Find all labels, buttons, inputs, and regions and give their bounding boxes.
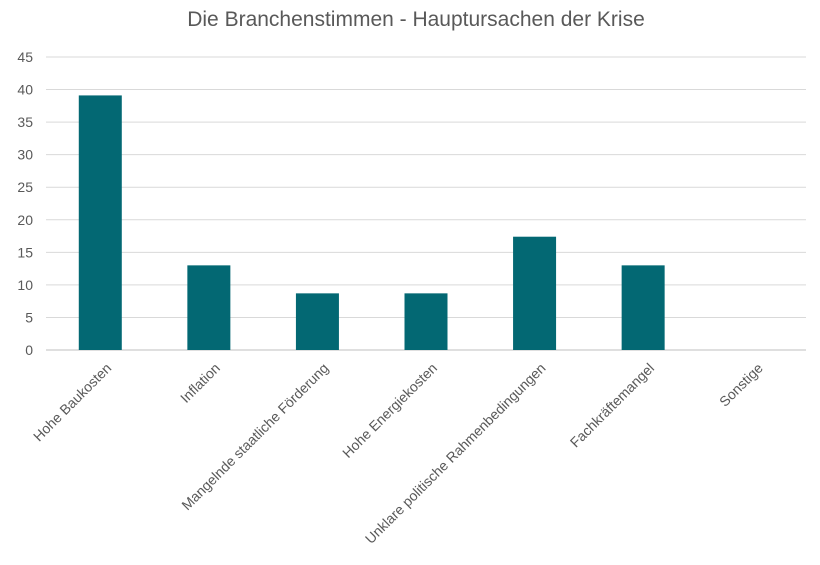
x-tick-label: Hohe Baukosten xyxy=(30,360,115,445)
bar xyxy=(295,293,339,350)
y-tick-label: 0 xyxy=(25,342,33,358)
x-tick-label: Sonstige xyxy=(716,360,766,410)
y-tick-label: 10 xyxy=(17,277,33,293)
y-tick-label: 20 xyxy=(17,212,33,228)
y-tick-label: 35 xyxy=(17,114,33,130)
x-tick-label: Fachkräftemangel xyxy=(567,360,658,451)
y-axis: 0 5 10 15 20 25 30 35 40 45 xyxy=(17,49,33,358)
y-tick-label: 40 xyxy=(17,82,33,98)
y-tick-label: 45 xyxy=(17,49,33,65)
y-tick-label: 30 xyxy=(17,147,33,163)
y-tick-label: 25 xyxy=(17,179,33,195)
y-tick-label: 15 xyxy=(17,244,33,260)
bar xyxy=(513,236,557,350)
bars xyxy=(78,95,665,350)
y-tick-label: 5 xyxy=(25,309,33,325)
x-tick-label: Unklare politische Rahmenbedingungen xyxy=(362,360,549,547)
x-tick-label: Inflation xyxy=(177,360,223,406)
bar xyxy=(78,95,122,350)
bar xyxy=(621,265,665,350)
bar xyxy=(404,293,448,350)
chart-title: Die Branchenstimmen - Hauptursachen der … xyxy=(187,8,645,31)
x-tick-label: Hohe Energiekosten xyxy=(339,360,440,461)
bar xyxy=(187,265,231,350)
